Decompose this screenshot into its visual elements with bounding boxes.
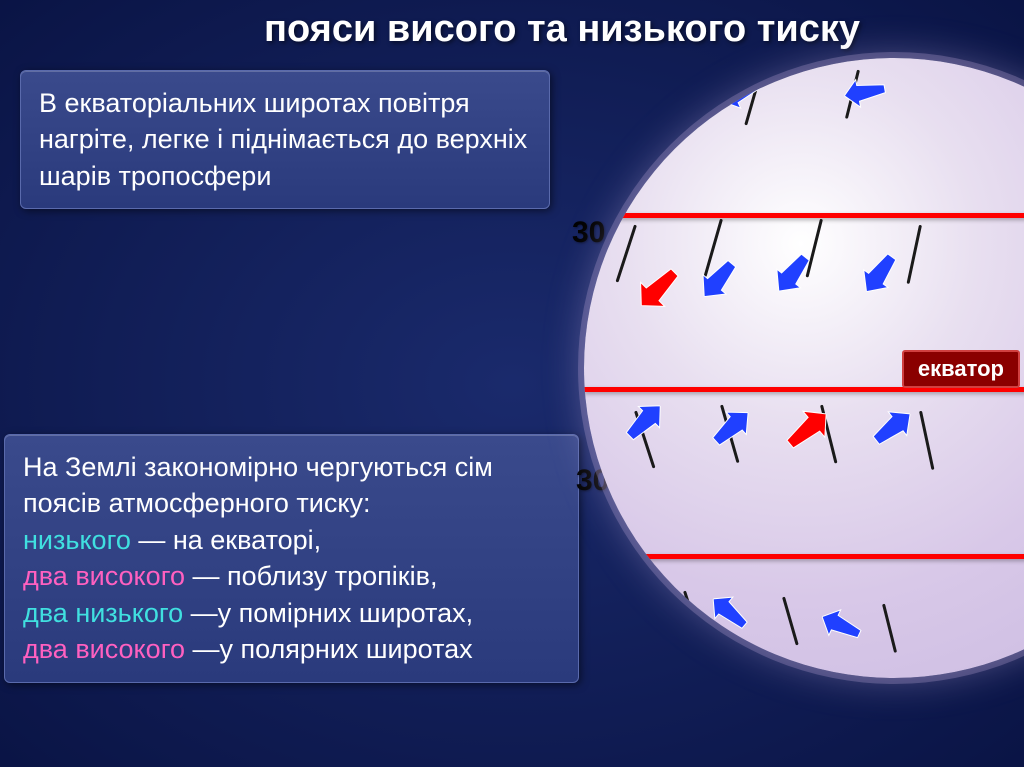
arrow-blue-icon xyxy=(848,241,912,305)
page-title: пояси висого та низького тиску xyxy=(0,0,1024,67)
arrow-blue-icon xyxy=(713,63,771,121)
arrow-blue-icon xyxy=(761,241,826,306)
info-box-belts: На Землі закономірно чергуються сім пояс… xyxy=(4,434,579,683)
info-box-equator: В екваторіальних широтах повітря нагріте… xyxy=(20,70,550,209)
arrow-blue-icon xyxy=(860,396,925,461)
wind-wisp xyxy=(615,225,636,283)
arrow-blue-icon xyxy=(612,389,677,454)
high2-rest: —у полярних широтах xyxy=(185,634,473,664)
arrow-blue-icon xyxy=(686,247,751,312)
arrow-blue-icon xyxy=(699,396,764,461)
low2-rest: —у помірних широтах, xyxy=(183,598,473,628)
arrow-blue-icon xyxy=(841,67,892,118)
lat-line-30s xyxy=(584,554,1024,559)
wind-wisp xyxy=(919,411,934,470)
high1-rest: — поблизу тропіків, xyxy=(185,561,437,591)
wind-wisp xyxy=(882,603,897,652)
wind-wisp xyxy=(643,82,661,130)
low-rest: — на екваторі, xyxy=(131,525,321,555)
high2-word: два високого xyxy=(23,634,185,664)
arrow-blue-icon xyxy=(812,596,870,654)
low-word: низького xyxy=(23,525,131,555)
lat-line-30n xyxy=(584,213,1024,218)
equator-badge: екватор xyxy=(902,350,1020,388)
high1-word: два високого xyxy=(23,561,185,591)
wind-wisp xyxy=(782,597,799,646)
belts-intro: На Землі закономірно чергуються сім пояс… xyxy=(23,452,493,518)
arrow-red-icon xyxy=(623,252,694,323)
wind-wisp xyxy=(906,225,921,284)
low2-word: два низького xyxy=(23,598,183,628)
arrow-blue-icon xyxy=(699,582,761,644)
